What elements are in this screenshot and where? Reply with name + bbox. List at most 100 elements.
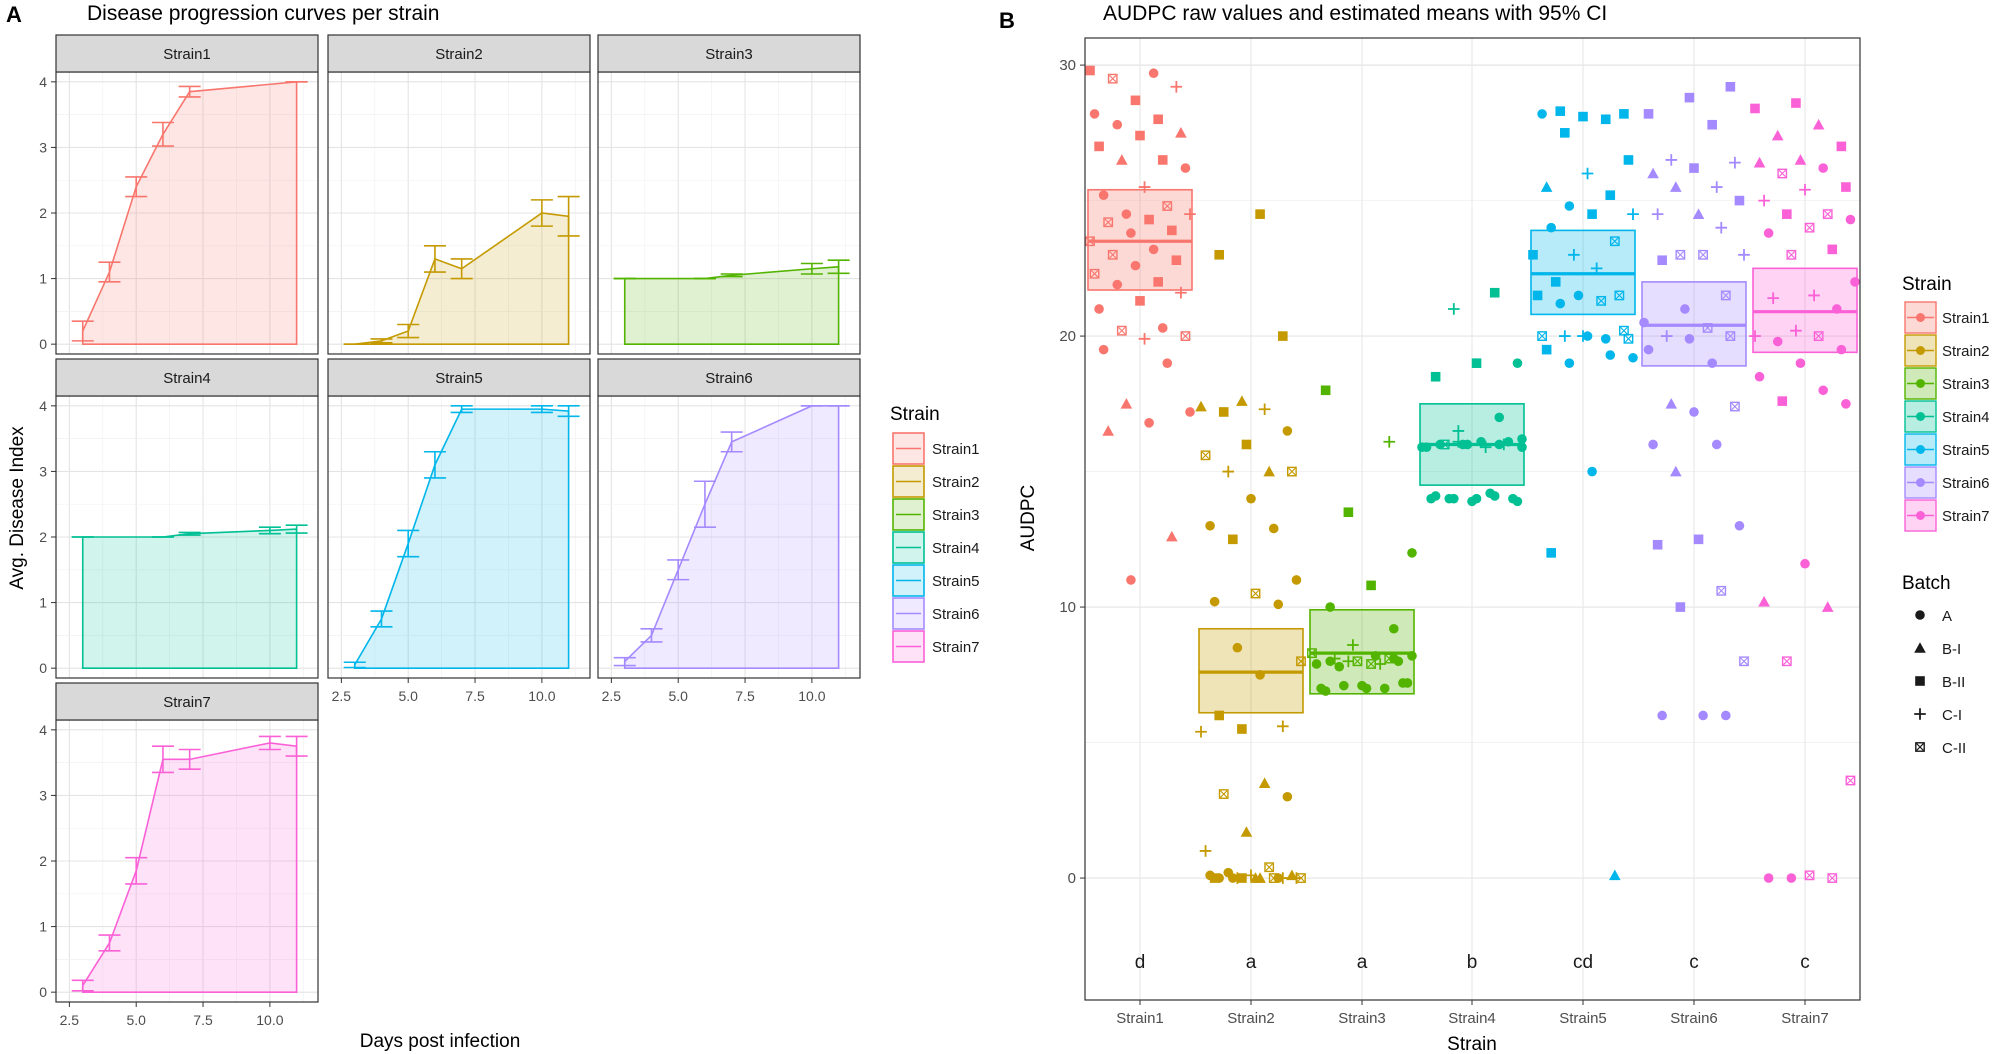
marker-box [1085, 236, 1095, 247]
group-strain2: a Strain2 [1195, 209, 1306, 1027]
plot-b-xtick-label: Strain7 [1781, 1010, 1829, 1027]
facet-strip [597, 34, 861, 73]
marker-box [1439, 439, 1450, 450]
data-point [1200, 450, 1211, 461]
plot-b-ytick-label: 0 [1068, 870, 1076, 887]
marker-cross [1090, 270, 1099, 278]
facet-xtick-label: 2.5 [602, 688, 622, 704]
data-point [1800, 558, 1810, 569]
facet-errorbar [613, 656, 636, 667]
marker-cross [1615, 291, 1624, 300]
data-point [1537, 331, 1547, 341]
data-point [1130, 260, 1141, 271]
legend-batch-item: B-II [1915, 674, 1965, 691]
data-point [1707, 358, 1717, 368]
marker-cross [1778, 169, 1786, 178]
marker-box [1720, 290, 1731, 301]
marker-cross [1731, 402, 1739, 411]
facet-errorbar [397, 529, 420, 558]
data-point [1148, 68, 1159, 79]
data-point [1325, 602, 1335, 612]
data-point [1786, 873, 1797, 883]
facet-xtick-label: 5.0 [398, 688, 418, 704]
facet-strip-label: Strain5 [435, 370, 483, 387]
data-point [1836, 141, 1847, 152]
data-point [1218, 407, 1229, 417]
data-point [1790, 324, 1802, 337]
data-point [1334, 661, 1345, 672]
facet-ytick-label: 3 [39, 787, 47, 803]
plot-b-xtick-label: Strain3 [1338, 1010, 1386, 1027]
data-point [1282, 791, 1293, 802]
data-point [1772, 336, 1783, 347]
data-point [1370, 651, 1381, 661]
data-point [1254, 872, 1266, 883]
data-point [1651, 208, 1664, 220]
legend-batch-item: A [1915, 608, 1952, 625]
facet-ytick-label: 2 [39, 205, 47, 221]
data-point [1241, 439, 1252, 450]
marker-cross [1783, 657, 1791, 665]
data-point [1452, 435, 1465, 448]
data-point [1763, 228, 1774, 238]
facet-strain4: Strain4 0 1 2 3 4 [39, 358, 319, 679]
marker-cross [1726, 332, 1735, 340]
data-point [1739, 656, 1749, 667]
data-point [1832, 304, 1842, 314]
data-point [1103, 217, 1114, 228]
legend-b-item-strain6: Strain6 [1904, 466, 1990, 499]
marker-cross [1367, 660, 1375, 668]
data-point [1278, 331, 1288, 341]
data-point [1587, 209, 1597, 219]
legend-b-key-point [1916, 445, 1925, 454]
marker-box [1716, 585, 1727, 596]
data-point [1343, 507, 1354, 518]
marker-box [1675, 249, 1686, 260]
data-point [1185, 407, 1195, 417]
data-point [1555, 106, 1566, 116]
data-point [1255, 670, 1265, 680]
data-point [1407, 548, 1417, 558]
data-point [1449, 493, 1459, 504]
data-point [1121, 209, 1132, 219]
data-point [1512, 358, 1523, 368]
data-point [1512, 496, 1523, 507]
marker-box [1107, 249, 1118, 260]
marker-cross [1297, 657, 1305, 665]
legend-b-item-strain2: Strain2 [1904, 334, 1990, 367]
data-point [1725, 331, 1736, 341]
facet-ytick-label: 0 [39, 336, 47, 352]
data-point [1236, 395, 1248, 406]
data-point [1795, 358, 1806, 368]
marker-box [1725, 331, 1736, 341]
data-point [1366, 580, 1376, 591]
legend-b-key-point [1916, 313, 1925, 322]
data-point [1162, 358, 1173, 368]
facet-strip-label: Strain4 [163, 370, 211, 387]
facet-strip [597, 358, 861, 397]
data-point [1716, 585, 1727, 596]
facet-errorbar [640, 628, 663, 643]
marker-box [1296, 656, 1306, 667]
marker-box [1537, 331, 1547, 341]
data-point [1804, 870, 1815, 881]
legend-b-label: Strain5 [1942, 442, 1990, 459]
facet-strain6: Strain6 2.5 5.0 7.5 10.0 [597, 358, 861, 704]
facet-errorbar [71, 320, 94, 342]
marker-box [1786, 249, 1797, 260]
data-point [1546, 548, 1556, 558]
facet-ytick-label: 3 [39, 463, 47, 479]
data-point [1471, 493, 1482, 504]
legend-a-label: Strain6 [932, 606, 980, 623]
marker-cross [1676, 251, 1685, 259]
data-point [1707, 119, 1717, 130]
marker-box [1307, 648, 1317, 659]
marker-box [1822, 209, 1833, 220]
data-point [1258, 777, 1271, 789]
data-point [1339, 680, 1349, 691]
data-point [1555, 298, 1566, 309]
facet-errorbar [693, 480, 716, 528]
facet-errorbar [557, 195, 580, 237]
data-point [1170, 80, 1183, 93]
data-point [1614, 290, 1625, 301]
